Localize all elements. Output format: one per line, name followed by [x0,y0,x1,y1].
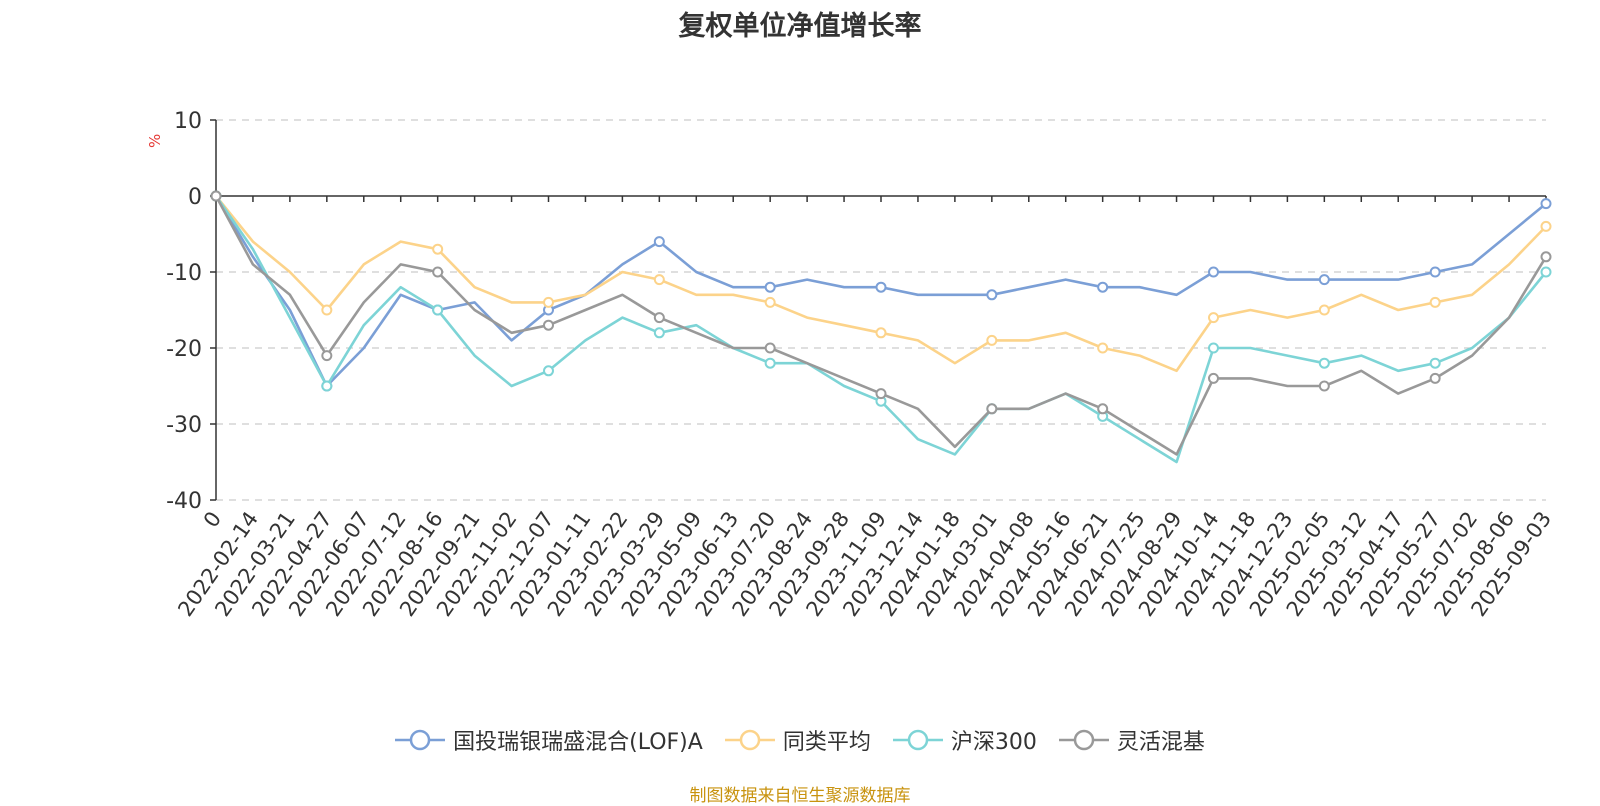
data-point [432,266,444,278]
data-point [875,388,887,400]
data-point [1540,220,1552,232]
data-point [1540,251,1552,263]
data-point [1318,357,1330,369]
data-point [764,281,776,293]
data-point [875,281,887,293]
data-point [764,342,776,354]
data-point [1318,274,1330,286]
data-point [1097,403,1109,415]
line-chart: 100-10-20-30-4002022-02-142022-03-212022… [166,109,1556,621]
legend-item[interactable]: 同类平均 [724,724,871,756]
data-point [986,403,998,415]
legend-label: 沪深300 [950,730,1037,755]
data-point [321,350,333,362]
data-point [1318,304,1330,316]
legend-swatch-icon [395,729,446,751]
legend-swatch-icon [724,729,775,751]
data-point [764,357,776,369]
data-point [1540,266,1552,278]
data-point [653,274,665,286]
data-point [1318,380,1330,392]
data-point [653,236,665,248]
y-tick-label: -10 [166,261,202,286]
series-line-3 [214,195,1548,456]
x-tick-label: 0 [199,507,226,532]
data-point [1429,372,1441,384]
legend-swatch-icon [1058,729,1109,751]
data-point [653,312,665,324]
data-point [1208,372,1219,384]
legend-label: 同类平均 [782,730,871,755]
data-point [986,334,998,346]
data-point [210,190,222,202]
y-tick-label: -20 [166,337,202,362]
data-point [1208,342,1219,354]
data-point [321,304,333,316]
legend-swatch-icon [892,729,943,751]
data-point [432,304,444,316]
legend-label: 国投瑞银瑞盛混合(LOF)A [453,730,703,755]
y-tick-label: 10 [174,109,202,134]
data-source-note: 制图数据来自恒生聚源数据库 [689,786,911,806]
data-point [764,296,776,308]
y-tick-label: -40 [166,489,202,514]
legend-item[interactable]: 沪深300 [892,724,1037,756]
data-point [1097,281,1109,293]
data-point [986,289,998,301]
legend-item[interactable]: 国投瑞银瑞盛混合(LOF)A [395,724,703,756]
data-point [321,380,333,392]
data-point [543,296,554,308]
chart-title: 复权单位净值增长率 [678,11,922,42]
legend-item[interactable]: 灵活混基 [1058,724,1205,756]
data-point [653,327,665,339]
data-point [1429,357,1441,369]
y-tick-label: 0 [188,185,202,210]
data-point [875,327,887,339]
data-point [1097,342,1109,354]
legend-label: 灵活混基 [1116,730,1205,755]
data-point [1540,198,1552,210]
legend: 国投瑞银瑞盛混合(LOF)A 同类平均 沪深300 灵活混基 [0,724,1600,756]
data-point [1429,266,1441,278]
data-point [432,243,444,255]
data-point [1429,296,1441,308]
data-point [1208,312,1219,324]
data-point [1208,266,1219,278]
data-point [543,365,554,377]
y-tick-label: -30 [166,413,202,438]
data-point [543,319,554,331]
